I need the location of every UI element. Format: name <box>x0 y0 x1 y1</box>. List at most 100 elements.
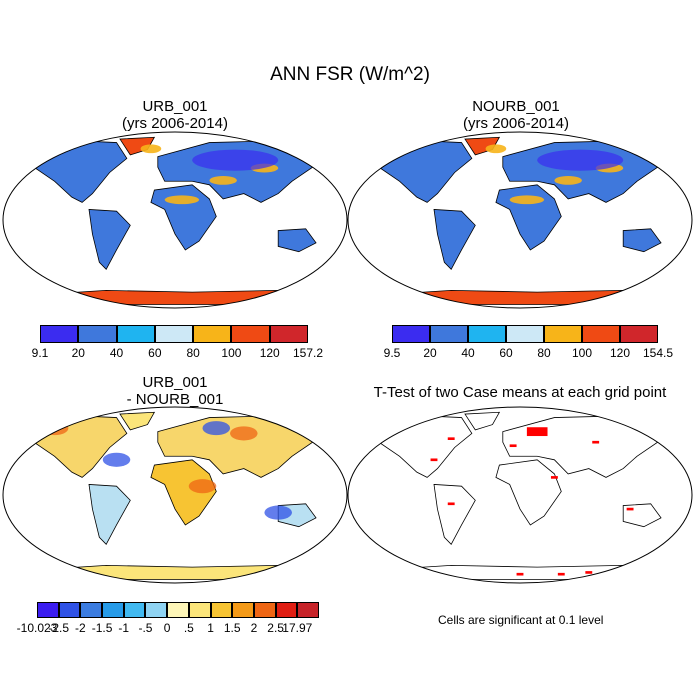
continent-antarctica <box>368 289 673 305</box>
colorbar-swatch <box>582 325 620 343</box>
colorbar-swatch <box>232 602 254 618</box>
significant-cell <box>626 507 634 511</box>
colorbar-swatch <box>210 602 233 618</box>
continent-namerica <box>33 415 128 478</box>
colorbar-tick-label: 60 <box>499 346 513 360</box>
colorbar-tick-label: 1.5 <box>223 621 241 635</box>
colorbar-tick-label: -1 <box>118 621 130 635</box>
colorbar-tick-label: -10.023 <box>16 621 58 635</box>
colorbar-swatch <box>116 325 155 343</box>
colorbar-swatch <box>37 602 59 618</box>
continent-samerica <box>88 209 131 270</box>
colorbar-swatch <box>58 602 81 618</box>
desert-region <box>509 195 545 205</box>
colorbar-swatch <box>231 325 270 343</box>
difference-patch <box>264 505 292 520</box>
map-difference <box>2 406 348 584</box>
significant-cell <box>592 440 600 444</box>
colorbar-tick-label: 20 <box>423 346 437 360</box>
colorbar-tick-label: 20 <box>71 346 85 360</box>
colorbar-tick-label: 80 <box>186 346 200 360</box>
continent-antarctica <box>368 564 673 580</box>
colorbar-nourb: 9.5 20 40 60 80 100 120 154.5 <box>384 325 673 360</box>
map-land <box>368 411 673 580</box>
continent-africa <box>150 184 217 251</box>
colorbar-swatch <box>40 325 79 343</box>
continent-australia <box>277 228 317 253</box>
colorbar-tick-label: .5 <box>183 621 194 635</box>
colorbar-tick-label: -.5 <box>138 621 153 635</box>
difference-patch <box>230 426 258 441</box>
panel-title-line1: URB_001 <box>142 98 208 115</box>
colorbar-swatch <box>78 325 117 343</box>
colorbar-swatch <box>392 325 430 343</box>
colorbar-swatch <box>167 602 189 618</box>
significant-cell <box>516 572 524 576</box>
panel-title-line1: URB_001 <box>142 374 208 391</box>
continent-samerica <box>88 484 131 545</box>
map-land <box>368 136 673 305</box>
difference-patch <box>188 479 217 494</box>
colorbar-swatch <box>102 602 124 618</box>
colorbar-swatch <box>269 325 308 343</box>
map-border <box>2 406 348 584</box>
continent-namerica <box>33 140 128 203</box>
continent-africa <box>150 459 217 526</box>
colorbar-tick-label: 100 <box>221 346 242 360</box>
map-nourb <box>347 131 693 309</box>
significant-cell <box>430 458 438 462</box>
panel-title-nourb: NOURB_001 (yrs 2006-2014) <box>426 98 606 132</box>
colorbar-tick-label: 60 <box>148 346 162 360</box>
continent-samerica <box>433 209 476 270</box>
colorbar-tick-label: 2.5 <box>267 621 284 635</box>
colorbar-tick-label: 100 <box>571 346 593 360</box>
continent-australia <box>622 503 662 528</box>
colorbar-swatch <box>154 325 194 343</box>
difference-patch <box>102 452 131 467</box>
colorbar-tick-label: 1 <box>207 621 214 635</box>
colorbar-swatch <box>80 602 103 618</box>
map-urb <box>2 131 348 309</box>
panel-title-line2: (yrs 2006-2014) <box>463 115 569 132</box>
continent-greenland <box>119 411 156 431</box>
continent-africa <box>495 459 562 526</box>
colorbar-swatch <box>468 325 506 343</box>
map-border <box>347 131 693 309</box>
continent-antarctica <box>23 564 328 580</box>
panel-title-line2: (yrs 2006-2014) <box>122 115 228 132</box>
continent-africa <box>495 184 562 251</box>
continent-namerica <box>378 415 473 478</box>
colorbar-tick-label: 80 <box>537 346 551 360</box>
significant-cell <box>550 476 558 479</box>
colorbar-swatch <box>430 325 468 343</box>
snow-region <box>192 149 279 171</box>
desert-region <box>164 195 200 205</box>
significant-cell <box>447 502 455 506</box>
map-border <box>347 406 693 584</box>
significant-cell <box>557 572 565 576</box>
desert-region <box>485 144 507 154</box>
significant-cell <box>585 571 593 574</box>
colorbar-tick-label: 120 <box>259 346 280 360</box>
continent-australia <box>622 228 662 253</box>
colorbar-tick-label: 0 <box>163 621 171 635</box>
panel-title-urb: URB_001 (yrs 2006-2014) <box>85 98 265 132</box>
map-ttest <box>347 406 693 584</box>
colorbar-tick-label: -1.5 <box>91 621 113 635</box>
significance-note: Cells are significant at 0.1 level <box>438 613 604 627</box>
page-title: ANN FSR (W/m^2) <box>270 64 430 85</box>
colorbar-swatch <box>506 325 544 343</box>
continent-antarctica <box>23 289 328 305</box>
colorbar-tick-label: 2 <box>250 621 258 635</box>
colorbar-tick-label: 154.5 <box>642 346 674 360</box>
colorbar-tick-label: -2.5 <box>48 621 70 635</box>
significant-cell <box>447 437 455 440</box>
continent-samerica <box>433 484 476 545</box>
colorbar-swatch <box>544 325 582 343</box>
colorbar-swatch <box>193 325 232 343</box>
colorbar-difference: -10.023 -2.5 -2 -1.5 -1 -.5 0 .5 1 1.5 2 2.5 17.97 <box>17 602 319 635</box>
colorbar-swatch <box>123 602 146 618</box>
colorbar-swatch <box>275 602 298 618</box>
colorbar-swatch <box>145 602 168 618</box>
